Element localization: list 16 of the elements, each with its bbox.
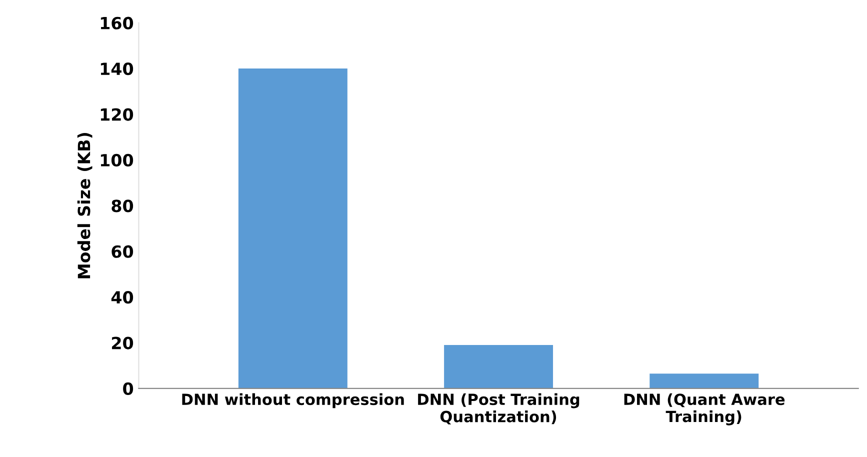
- y-tick-label: 0: [123, 382, 134, 396]
- bar: [650, 374, 759, 388]
- y-tick-label: 100: [100, 154, 134, 167]
- y-tick-label: 20: [112, 336, 134, 350]
- y-tick-label: 160: [100, 16, 134, 30]
- x-tick-label: DNN (Post Training Quantization): [418, 393, 580, 424]
- x-tick-label: DNN (Quant Aware Training): [624, 393, 785, 426]
- y-tick-label: 40: [111, 291, 134, 304]
- y-tick-label: 80: [112, 200, 134, 212]
- y-tick-label: 120: [100, 108, 134, 121]
- bar: [444, 345, 554, 388]
- y-tick-label: 60: [112, 245, 134, 258]
- x-tick-label: DNN without compression: [182, 393, 404, 408]
- bar: [238, 68, 348, 388]
- y-axis-title: Model Size (KB): [77, 133, 92, 278]
- y-tick-label: 140: [100, 62, 134, 76]
